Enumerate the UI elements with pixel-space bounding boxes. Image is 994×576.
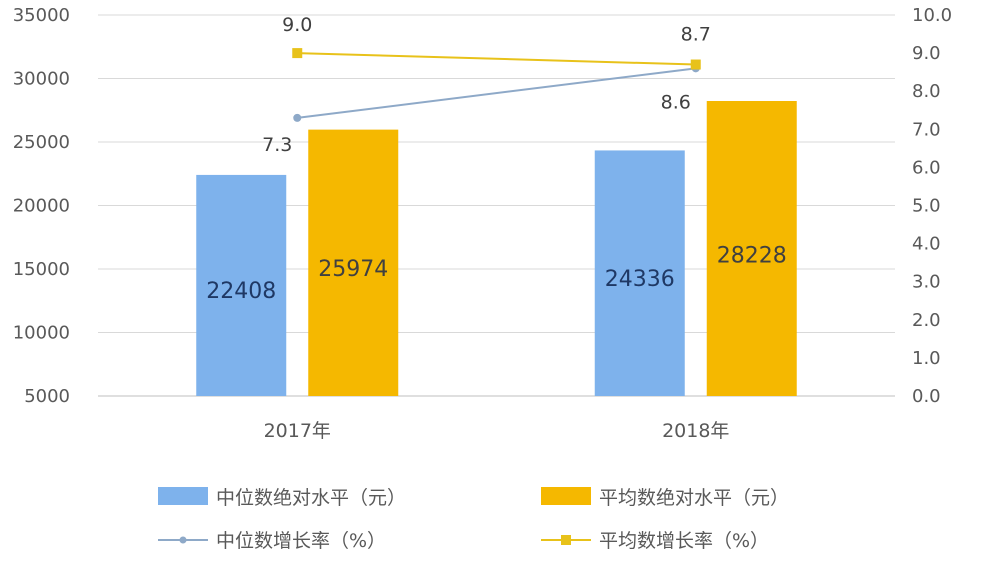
bars: 22408 24336 25974 28228 [196,101,797,397]
right-tick-label: 3.0 [912,272,941,293]
legend-label: 平均数绝对水平（元） [599,487,789,509]
left-tick-label: 35000 [13,5,70,26]
left-axis-ticks: 5000 10000 15000 20000 25000 30000 35000 [13,5,70,407]
legend-marker [561,535,571,545]
right-tick-label: 4.0 [912,234,941,255]
right-tick-label: 8.0 [912,81,941,102]
point-label: 8.6 [661,91,691,113]
point-label: 7.3 [262,134,292,156]
left-tick-label: 30000 [13,69,70,90]
legend-marker [179,536,187,544]
right-tick-label: 9.0 [912,43,941,64]
bar [308,129,399,397]
right-tick-label: 1.0 [912,348,941,369]
right-tick-label: 5.0 [912,196,941,217]
bar-value-label: 24336 [605,267,675,292]
right-tick-label: 6.0 [912,157,941,178]
legend-label: 中位数绝对水平（元） [216,487,406,509]
right-axis-ticks: 0.0 1.0 2.0 3.0 4.0 5.0 6.0 7.0 8.0 9.0 10.0 [912,5,952,407]
data-point [690,59,701,70]
point-label: 9.0 [282,14,312,36]
x-tick-label: 2018年 [662,420,729,442]
growth-lines: 7.3 8.6 9.0 8.7 [262,14,711,156]
left-tick-label: 10000 [13,323,70,344]
right-tick-label: 7.0 [912,119,941,140]
x-tick-label: 2017年 [264,420,331,442]
left-tick-label: 5000 [24,386,70,407]
x-axis-ticks: 2017年 2018年 [264,420,730,442]
left-tick-label: 20000 [13,196,70,217]
right-tick-label: 2.0 [912,310,941,331]
left-tick-label: 15000 [13,259,70,280]
legend-label: 中位数增长率（%） [216,530,386,552]
legend-swatch [158,487,208,505]
data-point [293,113,302,122]
bar-value-label: 28228 [717,243,787,268]
series-line [297,67,696,119]
left-tick-label: 25000 [13,132,70,153]
bar [196,174,287,396]
point-label: 8.7 [681,24,711,46]
legend: 中位数绝对水平（元） 平均数绝对水平（元） 中位数增长率（%） 平均数增长率（%） [158,487,789,552]
bar-value-label: 25974 [318,257,388,282]
legend-swatch [541,487,591,505]
bar-value-label: 22408 [206,279,276,304]
right-tick-label: 10.0 [912,5,952,26]
series-line [297,52,696,66]
data-point [292,48,303,59]
bar [594,150,685,396]
bar [706,101,797,397]
right-tick-label: 0.0 [912,386,941,407]
legend-label: 平均数增长率（%） [599,530,769,552]
